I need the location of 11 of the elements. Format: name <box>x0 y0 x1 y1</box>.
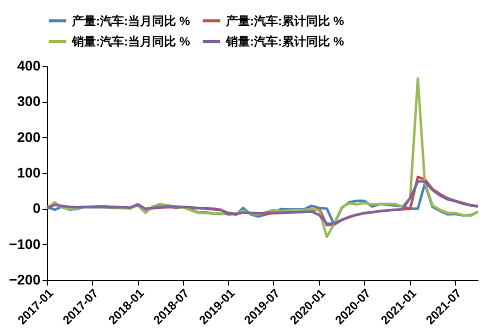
y-tick-label: −200 <box>8 272 41 288</box>
legend-label: 销量:汽车:累计同比 % <box>225 34 344 48</box>
y-tick-label: 0 <box>32 200 41 216</box>
y-tick-label: −100 <box>8 236 41 252</box>
legend-label: 产量:汽车:累计同比 % <box>225 14 344 28</box>
y-tick-label: 100 <box>17 164 41 180</box>
y-tick-label: 300 <box>17 93 41 110</box>
legend-label: 销量:汽车:当月同比 % <box>71 34 190 48</box>
y-tick-label: 200 <box>17 128 41 145</box>
legend-label: 产量:汽车:当月同比 % <box>71 14 190 28</box>
y-tick-label: 400 <box>17 58 41 74</box>
